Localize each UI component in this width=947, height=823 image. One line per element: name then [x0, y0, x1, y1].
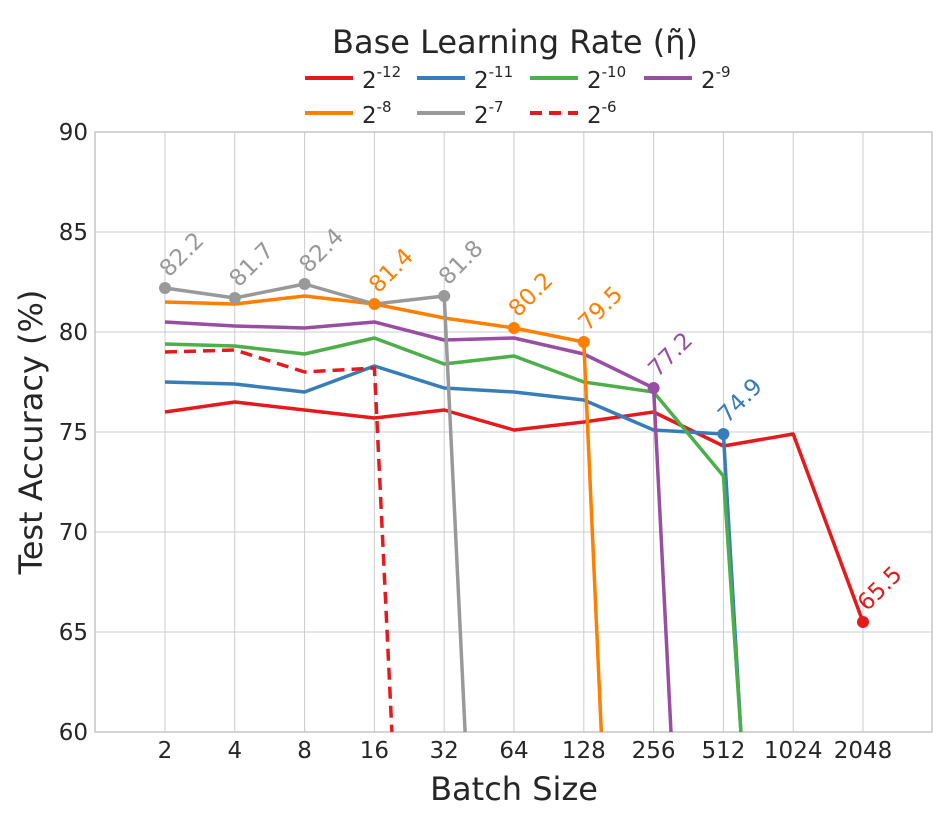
data-point-marker [717, 428, 730, 440]
series-line-2-8 [164, 294, 604, 733]
x-tick-label: 2048 [834, 738, 893, 764]
x-tick-label: 128 [562, 738, 606, 764]
series-line-2-12 [164, 400, 865, 623]
data-point-marker [368, 298, 381, 310]
data-point-marker [298, 278, 311, 290]
legend-label: 2-11 [474, 63, 513, 94]
legend-label: 2-8 [362, 98, 392, 129]
x-tick-label: 16 [360, 738, 389, 764]
y-axis-ticks: 60 65 70 75 80 85 90 [59, 120, 88, 746]
x-tick-label: 8 [297, 738, 312, 764]
data-label: 81.4 [364, 244, 419, 299]
data-label: 81.8 [434, 236, 489, 291]
data-point-marker [857, 616, 869, 628]
series-line-2-6 [164, 348, 394, 733]
data-label: 77.2 [643, 328, 698, 383]
x-axis-label: Batch Size [430, 770, 598, 808]
data-label: 80.2 [504, 268, 559, 323]
legend-label: 2-12 [362, 63, 401, 94]
y-axis-label: Test Accuracy (%) [12, 290, 50, 576]
x-tick-label: 2 [158, 738, 173, 764]
data-point-marker [647, 382, 660, 394]
data-label: 65.5 [853, 562, 908, 617]
data-markers: 65.574.977.281.4 80.2 79.582.2 81.7 82.4 81.8 [155, 224, 908, 628]
y-tick-label: 70 [59, 520, 88, 546]
x-tick-label: 256 [632, 738, 676, 764]
legend-label: 2-6 [587, 98, 617, 129]
y-tick-label: 65 [59, 620, 88, 646]
x-tick-label: 1024 [764, 738, 823, 764]
plot-frame [94, 131, 933, 733]
data-label: 82.2 [155, 228, 210, 283]
series-line-2-9 [164, 320, 673, 733]
data-label: 79.5 [574, 282, 629, 337]
data-label: 74.9 [713, 374, 768, 429]
y-tick-label: 85 [59, 220, 88, 246]
x-tick-label: 4 [227, 738, 242, 764]
series-lines [164, 282, 865, 733]
series-line-2-7 [164, 282, 467, 733]
x-tick-label: 32 [430, 738, 459, 764]
legend-label: 2-7 [474, 98, 504, 129]
data-point-marker [228, 292, 241, 304]
data-point-marker [159, 282, 171, 294]
legend-title: Base Learning Rate (η̃) [332, 23, 698, 61]
series-line-2-10 [164, 336, 743, 733]
x-axis-ticks: 2 4 8 16 32 64 128 256 512 1024 2048 [158, 738, 893, 764]
legend-label: 2-10 [587, 63, 626, 94]
data-point-marker [438, 290, 451, 302]
x-tick-label: 512 [701, 738, 745, 764]
data-label: 81.7 [225, 238, 280, 293]
legend: Base Learning Rate (η̃) 2-12 2-11 2-10 2-9 2… [305, 23, 731, 129]
data-point-marker [508, 322, 520, 334]
x-tick-label: 64 [499, 738, 528, 764]
data-point-marker [577, 336, 590, 348]
y-tick-label: 80 [59, 320, 88, 346]
y-tick-label: 90 [59, 120, 88, 146]
y-tick-label: 75 [59, 420, 88, 446]
legend-label: 2-9 [701, 63, 731, 94]
gridlines [95, 131, 932, 733]
y-tick-label: 60 [59, 720, 88, 746]
